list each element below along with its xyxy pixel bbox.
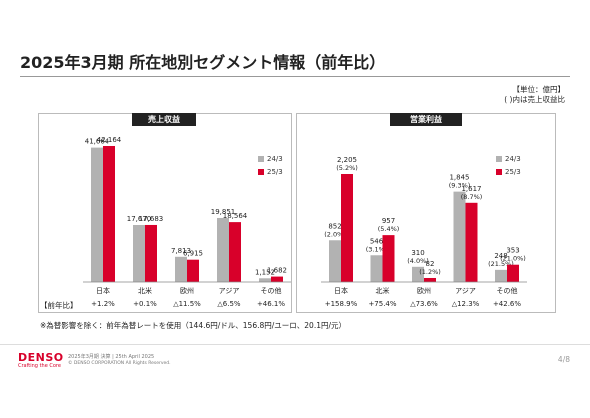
bar-profit-24-3 [495, 269, 507, 282]
bar-profit-25-3 [465, 202, 478, 282]
ratio-label: (2.0%) [324, 230, 346, 238]
bar-sales-24-3 [175, 256, 187, 282]
legend-label: 24/3 [505, 155, 521, 163]
category-label: 日本 [334, 286, 348, 295]
value-label: 353 [506, 247, 519, 255]
value-label: 546 [370, 237, 384, 245]
ratio-label: (3.1%) [366, 245, 388, 253]
bar-sales-24-3 [133, 225, 145, 282]
bar-sales-25-3 [103, 146, 115, 282]
logo-tagline: Crafting the Core [18, 363, 61, 369]
ratio-label: (5.2%) [336, 164, 358, 172]
profit-legend-prev: 24/3 [496, 155, 521, 163]
yoy-value: △6.5% [217, 300, 241, 308]
yoy-value: △73.6% [410, 300, 438, 308]
legend-swatch-curr [496, 169, 502, 175]
bar-profit-25-3 [507, 264, 519, 282]
value-label: 41,664 [85, 138, 110, 146]
category-label: アジア [455, 287, 476, 295]
value-label: 2,205 [337, 156, 357, 164]
value-label: 957 [382, 217, 395, 225]
fx-note: ※為替影響を除く：前年為替レートを使用（144.6円/ドル、156.8円/ユーロ… [40, 321, 347, 330]
ratio-label: (4.0%) [407, 257, 429, 265]
bar-profit-24-3 [370, 255, 383, 282]
legend-swatch-curr [258, 169, 264, 175]
footer-doc-title: 2025年3月期 決算 | 25th April 2025 [68, 354, 155, 360]
category-label: その他 [261, 286, 282, 295]
ratio-label: (21.5%) [488, 260, 514, 268]
value-label: 6,915 [183, 250, 203, 258]
value-label: 7,813 [171, 247, 191, 255]
bar-profit-25-3 [341, 174, 353, 282]
value-label: 17,683 [139, 215, 164, 223]
footer-divider [0, 344, 590, 345]
category-label: 欧州 [417, 286, 431, 295]
bar-profit-24-3 [412, 266, 424, 282]
yoy-row-label: 【前年比】 [40, 301, 78, 310]
ratio-label: (8.7%) [461, 193, 483, 201]
bar-profit-24-3 [453, 191, 466, 282]
value-label: 18,564 [223, 212, 248, 220]
legend-swatch-prev [258, 156, 264, 162]
legend-swatch-prev [496, 156, 502, 162]
yoy-value: +0.1% [133, 300, 157, 308]
value-label: 248 [494, 252, 507, 260]
legend-label: 25/3 [505, 168, 521, 176]
category-label: 欧州 [180, 286, 194, 295]
bar-sales-24-3 [217, 217, 229, 282]
bar-profit-25-3 [382, 235, 395, 282]
value-label: 1,152 [255, 268, 275, 276]
title-divider [20, 76, 570, 77]
denso-logo: DENSO [18, 351, 64, 364]
value-label: 82 [426, 260, 435, 268]
bar-sales-25-3 [271, 276, 283, 282]
ratio-note: ( )内は売上収益比 [504, 95, 565, 104]
ratio-label: (21.0%) [500, 255, 526, 263]
ratio-label: (9.3%) [449, 182, 471, 190]
yoy-value: +46.1% [257, 300, 285, 308]
bar-sales-25-3 [187, 259, 199, 282]
yoy-value: △11.5% [173, 300, 201, 308]
value-label: 42,164 [97, 136, 122, 144]
page-title: 2025年3月期 所在地別セグメント情報（前年比） [20, 53, 386, 72]
bar-sales-24-3 [259, 278, 271, 282]
yoy-value: +158.9% [325, 300, 358, 308]
unit-label: 【単位：億円】 [512, 85, 566, 94]
bar-profit-24-3 [329, 240, 341, 282]
value-label: 852 [328, 222, 341, 230]
yoy-value: +1.2% [91, 300, 115, 308]
value-label: 310 [411, 249, 424, 257]
category-label: その他 [497, 286, 518, 295]
page-number: 4/8 [557, 355, 570, 364]
profit-legend-curr: 25/3 [496, 168, 521, 176]
legend-label: 25/3 [267, 168, 283, 176]
profit-chart-title: 営業利益 [390, 113, 462, 126]
bar-sales-24-3 [91, 147, 103, 282]
yoy-value: +75.4% [368, 300, 396, 308]
category-label: 北米 [138, 286, 152, 295]
bar-sales-25-3 [145, 224, 157, 282]
legend-label: 24/3 [267, 155, 283, 163]
bar-profit-25-3 [424, 277, 436, 282]
yoy-value: △12.3% [452, 300, 480, 308]
value-label: 17,670 [127, 215, 152, 223]
value-label: 19,851 [211, 208, 236, 216]
value-label: 1,682 [267, 267, 287, 275]
bar-sales-25-3 [229, 222, 241, 282]
sales-chart-title: 売上収益 [132, 113, 196, 126]
sales-legend-curr: 25/3 [258, 168, 283, 176]
ratio-label: (5.4%) [378, 225, 400, 233]
yoy-value: +42.6% [493, 300, 521, 308]
category-label: 北米 [376, 286, 390, 295]
category-label: アジア [219, 287, 240, 295]
value-label: 1,617 [461, 185, 481, 193]
sales-legend-prev: 24/3 [258, 155, 283, 163]
footer-copyright: © DENSO CORPORATION All Rights Reserved. [68, 361, 171, 366]
ratio-label: (1.2%) [419, 268, 441, 276]
category-label: 日本 [96, 286, 110, 295]
value-label: 1,845 [449, 174, 469, 182]
